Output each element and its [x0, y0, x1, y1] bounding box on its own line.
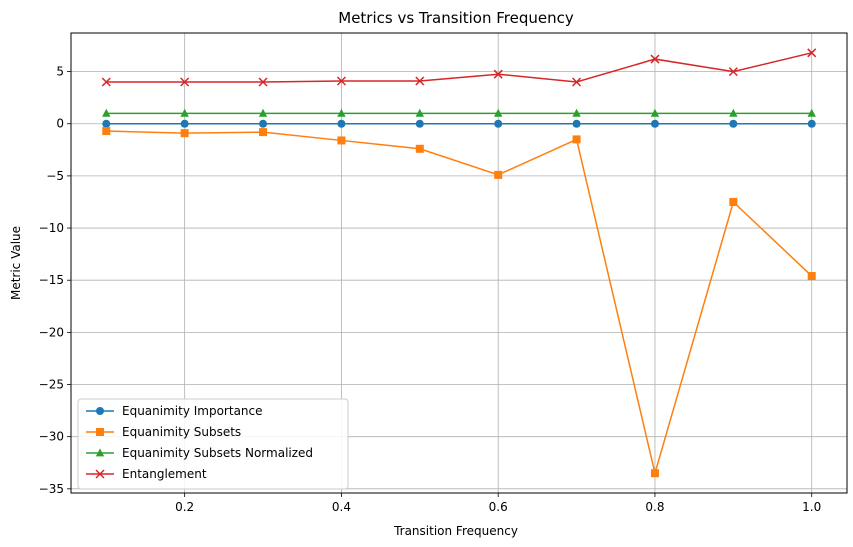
marker-square	[180, 129, 189, 138]
legend-item: Equanimity Subsets Normalized	[86, 446, 313, 460]
marker-circle	[96, 407, 104, 415]
y-tick-label: −30	[39, 430, 64, 444]
marker-circle	[807, 119, 816, 128]
marker-circle	[337, 119, 346, 128]
y-tick-label: 0	[56, 117, 64, 131]
series-entanglement	[101, 48, 817, 87]
marker-x-stroke	[101, 77, 111, 87]
marker-triangle	[102, 108, 111, 117]
marker-circle	[415, 119, 424, 128]
marker-x-stroke	[807, 48, 817, 58]
marker-x	[572, 77, 582, 87]
marker-x-stroke	[493, 69, 503, 79]
marker-x-stroke	[572, 77, 582, 87]
marker-square	[337, 136, 346, 145]
plot-area-frame	[70, 32, 848, 494]
legend-label: Equanimity Subsets Normalized	[122, 446, 313, 460]
marker-x	[807, 48, 817, 58]
y-tick-label: −5	[46, 169, 64, 183]
marker-x	[101, 77, 111, 87]
legend-label: Entanglement	[122, 467, 207, 481]
marker-square	[494, 170, 503, 179]
marker-circle	[259, 119, 268, 128]
marker-x	[258, 77, 268, 87]
marker-square	[650, 469, 659, 478]
marker-square	[259, 128, 268, 137]
y-tick-label: −20	[39, 325, 64, 339]
marker-square	[807, 272, 816, 281]
x-tick-label: 0.4	[332, 500, 351, 514]
marker-circle	[494, 119, 503, 128]
marker-x-stroke	[180, 77, 190, 87]
legend: Equanimity Importance Equanimity Subsets E…	[77, 398, 349, 490]
y-axis-label: Metric Value	[9, 226, 23, 300]
legend-label: Equanimity Importance	[122, 404, 263, 418]
marker-x	[493, 69, 503, 79]
marker-triangle	[807, 108, 816, 117]
x-tick-label: 0.6	[489, 500, 508, 514]
x-tick-label: 0.8	[645, 500, 664, 514]
series-equanimity-importance	[102, 119, 816, 128]
marker-square	[729, 197, 738, 206]
y-tick-label: −35	[39, 482, 64, 496]
marker-x-stroke	[95, 469, 105, 479]
marker-triangle	[180, 108, 189, 117]
marker-square	[96, 428, 104, 436]
legend-item: Entanglement	[86, 467, 207, 481]
y-tick-label: −25	[39, 378, 64, 392]
marker-circle	[650, 119, 659, 128]
marker-x	[650, 54, 660, 64]
marker-square	[572, 135, 581, 144]
marker-x-stroke	[650, 54, 660, 64]
marker-circle	[102, 119, 111, 128]
series-line	[106, 52, 812, 83]
marker-triangle	[258, 108, 268, 117]
marker-square	[102, 127, 111, 136]
marker-triangle	[729, 108, 738, 117]
marker-x-stroke	[415, 76, 425, 86]
marker-circle	[729, 119, 738, 128]
marker-x	[95, 469, 105, 479]
legend-item: Equanimity Importance	[86, 404, 263, 418]
marker-x-stroke	[336, 76, 346, 86]
x-tick-label: 1.0	[802, 500, 821, 514]
marker-x	[415, 76, 425, 86]
series-equanimity-subsets	[102, 127, 816, 478]
x-axis-label: Transition Frequency	[393, 524, 518, 538]
marker-x	[336, 76, 346, 86]
marker-triangle	[650, 108, 660, 117]
chart-title: Metrics vs Transition Frequency	[338, 9, 574, 27]
series-equanimity-subsets-normalized	[102, 108, 816, 117]
legend-item: Equanimity Subsets	[86, 425, 241, 439]
marker-x-stroke	[728, 67, 738, 77]
x-tick-label: 0.2	[175, 500, 194, 514]
marker-circle	[180, 119, 189, 128]
marker-x	[728, 67, 738, 77]
y-tick-label: 5	[56, 65, 64, 79]
y-tick-label: −10	[39, 221, 64, 235]
marker-triangle	[95, 448, 105, 457]
marker-triangle	[337, 108, 346, 117]
marker-x	[180, 77, 190, 87]
series-layer	[101, 48, 817, 478]
marker-triangle	[572, 108, 581, 117]
series-line	[106, 130, 813, 477]
y-tick-label: −15	[39, 273, 64, 287]
marker-triangle	[493, 108, 503, 117]
marker-square	[415, 144, 424, 153]
legend-label: Equanimity Subsets	[122, 425, 241, 439]
x-axis: 0.2 0.4 0.6 0.8 1.0	[175, 493, 821, 514]
marker-circle	[572, 119, 581, 128]
legend-box	[77, 398, 349, 490]
y-axis: 5 0 −5 −10 −15 −20 −25 −30 −35	[39, 65, 71, 496]
marker-x-stroke	[258, 77, 268, 87]
marker-triangle	[415, 108, 425, 117]
